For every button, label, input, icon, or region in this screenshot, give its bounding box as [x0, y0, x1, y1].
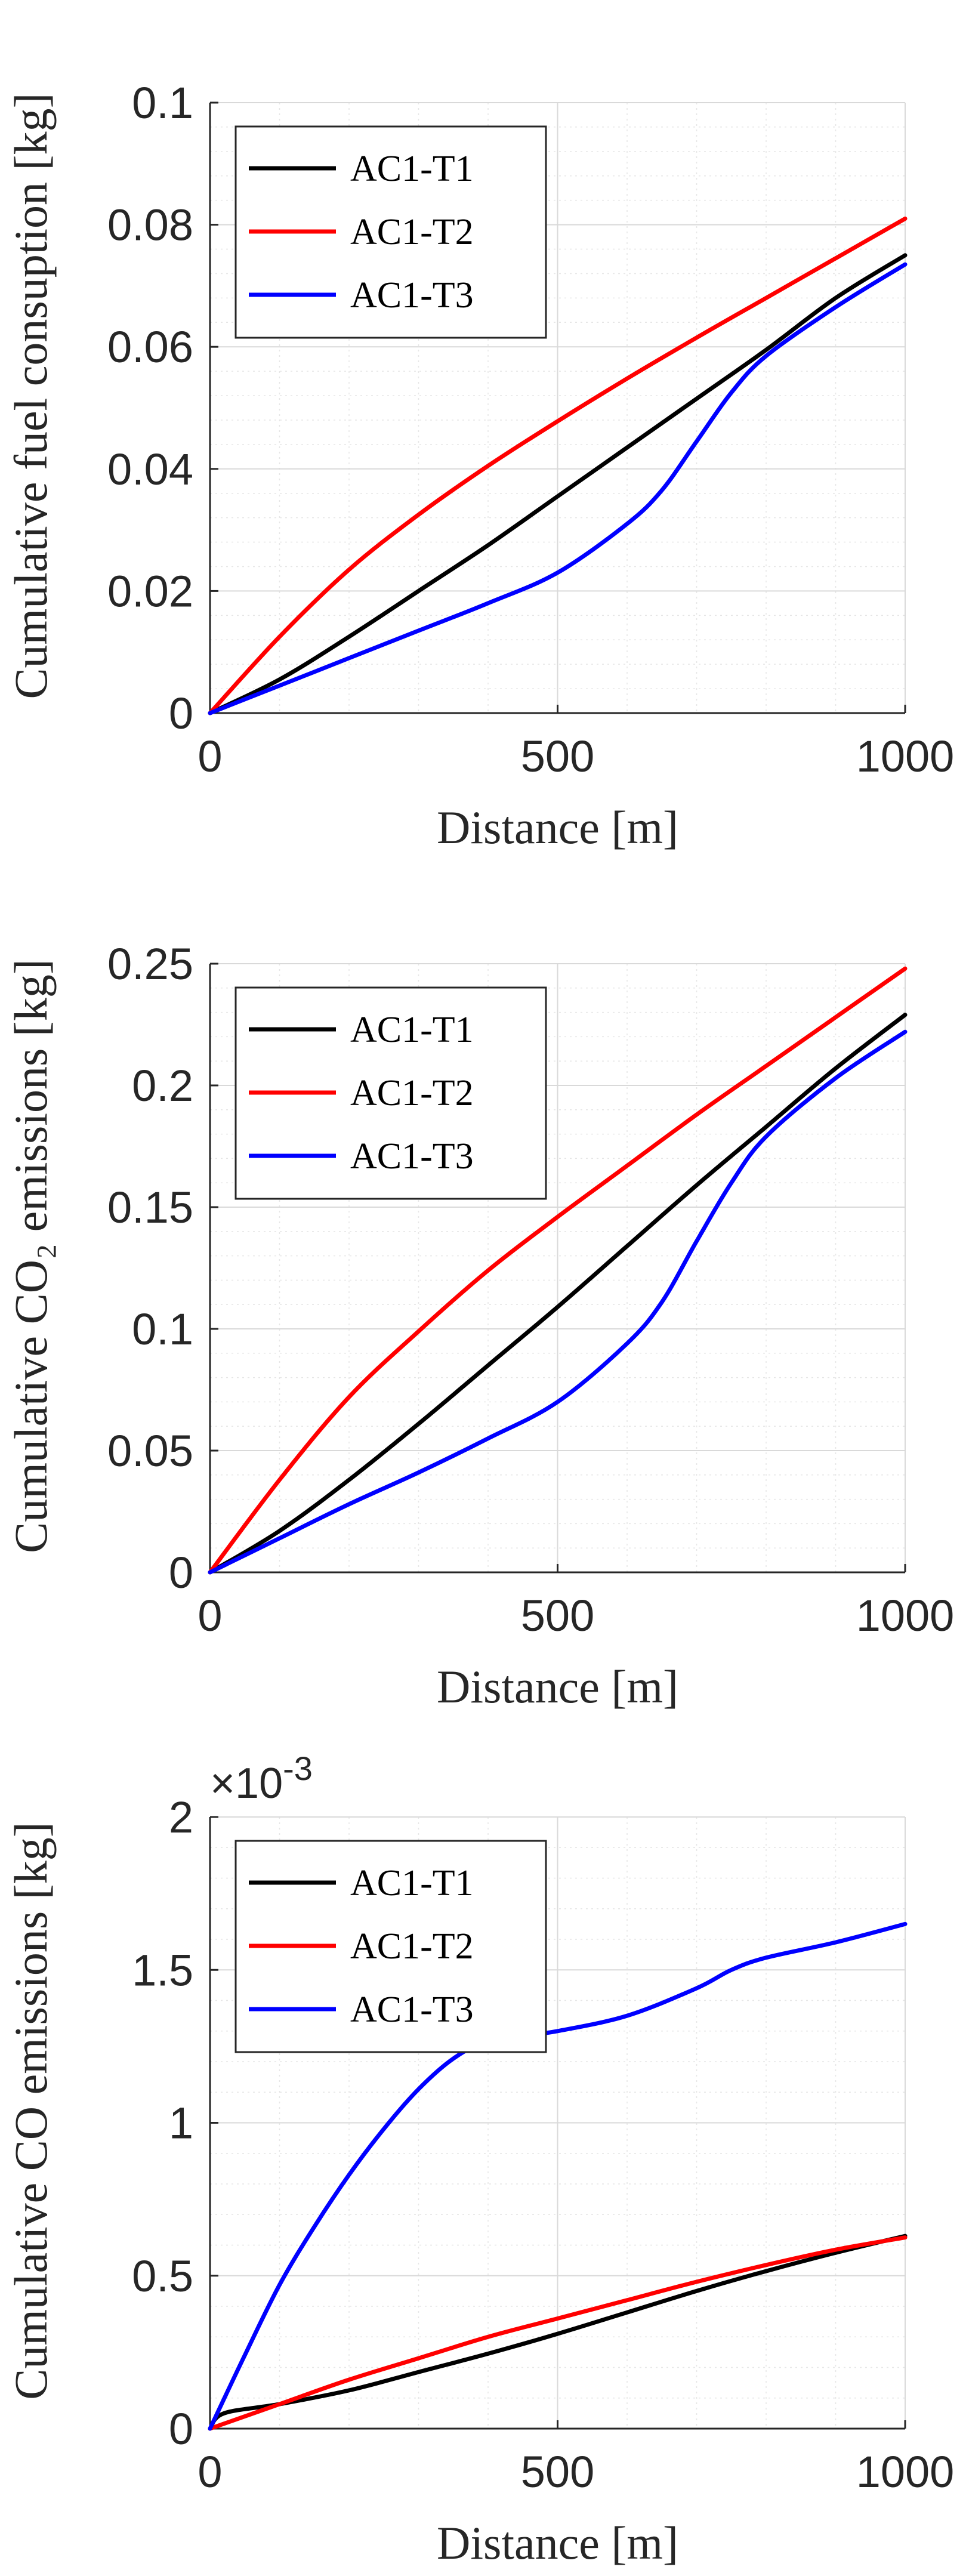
- legend-label-ac1-t3: AC1-T3: [350, 1989, 474, 2030]
- series-line-ac1-t3: [208, 262, 908, 715]
- legend-label-ac1-t2: AC1-T2: [350, 212, 474, 252]
- x-tick-label: 1000: [856, 2447, 955, 2497]
- y-tick-label: 0.06: [107, 322, 193, 372]
- series-line-ac1-t2: [208, 2235, 908, 2431]
- legend-label-ac1-t2: AC1-T2: [350, 1926, 474, 1967]
- y-tick-label: 0.5: [132, 2251, 193, 2301]
- y-axis-title: Cumulative CO₂ emissions [kg]: [5, 959, 57, 1553]
- y-tick-label: 0.02: [107, 566, 193, 616]
- x-tick-label: 1000: [856, 732, 955, 781]
- x-tick-label: 500: [521, 732, 594, 781]
- y-tick-label: 0.08: [107, 200, 193, 250]
- x-tick-label: 0: [197, 2447, 222, 2497]
- legend-label-ac1-t3: AC1-T3: [350, 1136, 474, 1177]
- legend: AC1-T1 AC1-T2 AC1-T3: [234, 125, 547, 339]
- x-tick-label: 0: [197, 1591, 222, 1640]
- y-tick-label: 2: [169, 1793, 193, 1842]
- series-line-ac1-t1: [208, 253, 908, 715]
- y-tick-label: 1.5: [132, 1945, 193, 1995]
- series-line-ac1-t2: [208, 216, 908, 715]
- y-axis-title: Cumulative fuel consuption [kg]: [5, 93, 57, 699]
- x-tick-label: 1000: [856, 1591, 955, 1640]
- y-tick-label: 0.2: [132, 1061, 193, 1110]
- x-axis-title: Distance [m]: [437, 801, 678, 853]
- y-tick-label: 0: [169, 689, 193, 738]
- y-tick-label: 0.04: [107, 445, 193, 494]
- y-tick-label: 0: [169, 1548, 193, 1597]
- legend: AC1-T1 AC1-T2 AC1-T3: [234, 986, 547, 1200]
- y-axis-exponent: ×10-3: [210, 1750, 313, 1807]
- legend-label-ac1-t1: AC1-T1: [350, 149, 474, 189]
- chart-panel-1: 0 500 1000 0 0.02 0.04 0.06 0.08 0.1 Distance [m]…: [5, 78, 954, 853]
- legend-label-ac1-t3: AC1-T3: [350, 275, 474, 316]
- y-tick-label: 0.1: [132, 78, 193, 128]
- y-axis-title: Cumulative CO emissions [kg]: [5, 1822, 57, 2399]
- chart-panel-2: 0 500 1000 0 0.05 0.1 0.15 0.2 0.25 Distance [m] C…: [5, 939, 954, 1713]
- chart-panel-3: 0 500 1000 0 0.5 1 1.5 2 ×10-3 Distance [m] Cumula…: [5, 1750, 954, 2569]
- x-tick-label: 500: [521, 1591, 594, 1640]
- y-tick-label: 0.1: [132, 1304, 193, 1354]
- y-tick-label: 0: [169, 2404, 193, 2454]
- legend-label-ac1-t1: AC1-T1: [350, 1863, 474, 1904]
- y-tick-label: 1: [169, 2099, 193, 2148]
- x-tick-label: 0: [197, 732, 222, 781]
- series-line-ac1-t2: [208, 966, 908, 1575]
- x-axis-title: Distance [m]: [437, 1661, 678, 1713]
- y-tick-label: 0.05: [107, 1426, 193, 1476]
- x-tick-label: 500: [521, 2447, 594, 2497]
- series-line-ac1-t3: [208, 1029, 908, 1575]
- y-tick-label: 0.25: [107, 939, 193, 989]
- x-axis-title: Distance [m]: [437, 2517, 678, 2569]
- y-tick-label: 0.15: [107, 1183, 193, 1232]
- legend-label-ac1-t2: AC1-T2: [350, 1073, 474, 1113]
- legend-label-ac1-t1: AC1-T1: [350, 1010, 474, 1050]
- y-axis-exponent-power: -3: [283, 1750, 313, 1787]
- series-line-ac1-t1: [208, 1013, 908, 1575]
- legend: AC1-T1 AC1-T2 AC1-T3: [234, 1840, 547, 2053]
